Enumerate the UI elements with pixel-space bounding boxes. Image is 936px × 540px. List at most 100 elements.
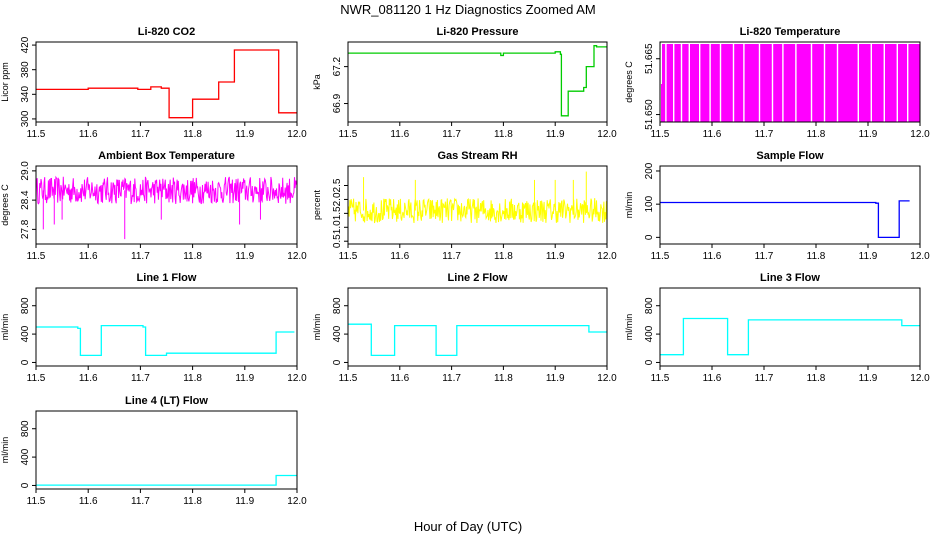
x-tick-label: 11.8 — [183, 251, 202, 262]
x-tick-label: 11.8 — [494, 129, 513, 140]
y-tick-label: 0 — [332, 359, 343, 365]
panel-6: Sample Flow ml/min 11.5 11.6 11.7 11.8 11.9 12.… — [624, 150, 930, 262]
series-gap — [758, 44, 761, 122]
x-tick-label: 11.5 — [339, 251, 358, 262]
y-axis-label: ml/min — [624, 192, 634, 219]
y-tick-label: 0 — [20, 359, 31, 365]
x-tick-label: 11.8 — [183, 496, 202, 507]
series-group — [660, 44, 920, 122]
x-tick-label: 11.5 — [27, 129, 46, 140]
x-tick-label: 12.0 — [910, 373, 930, 384]
plot-frame — [659, 165, 921, 245]
y-tick-label: 800 — [332, 297, 343, 314]
series-line — [660, 317, 920, 356]
panel-3: Li-820 Temperature degrees C 11.5 11.6 11.7 1… — [624, 26, 930, 140]
x-tick-label: 11.7 — [131, 251, 150, 262]
panel-5: Gas Stream RH percent 11.5 11.6 11.7 11.8 11.9… — [312, 150, 617, 262]
x-tick-label: 12.0 — [287, 129, 307, 140]
y-tick-label: 51.665 — [644, 43, 655, 74]
series-gap — [883, 44, 885, 122]
y-tick-label: 0 — [644, 359, 655, 365]
series-group — [348, 171, 607, 224]
x-tick-label: 11.6 — [390, 373, 409, 384]
series-line — [36, 175, 297, 205]
y-axis-label: percent — [312, 189, 322, 220]
y-axis-label: degrees C — [0, 184, 10, 226]
panel-grid: Li-820 CO2 Licor ppm 11.5 11.6 11.7 11.8 11.9 1… — [0, 26, 930, 507]
panel-title: Li-820 CO2 — [138, 26, 195, 38]
x-tick-label: 12.0 — [287, 251, 307, 262]
x-tick-label: 11.8 — [494, 251, 513, 262]
y-tick-label: 0 — [644, 234, 655, 240]
series-gap — [665, 44, 667, 122]
x-tick-label: 11.8 — [807, 129, 826, 140]
x-tick-label: 11.9 — [859, 373, 878, 384]
panel-8: Line 2 Flow ml/min 11.5 11.6 11.7 11.8 11.9 12.… — [312, 272, 617, 384]
series-gap — [836, 44, 839, 122]
y-tick-label: 51.650 — [644, 99, 655, 130]
series-gap — [660, 44, 662, 84]
figure-title: NWR_081120 1 Hz Diagnostics Zoomed AM — [340, 2, 596, 17]
x-tick-label: 11.7 — [131, 373, 150, 384]
x-tick-label: 11.7 — [755, 373, 774, 384]
x-tick-label: 11.8 — [807, 373, 826, 384]
plot-frame — [35, 410, 298, 490]
plot-frame — [35, 165, 298, 245]
panel-10: Line 4 (LT) Flow ml/min 11.5 11.6 11.7 11.8 11… — [0, 395, 307, 507]
series-gap — [680, 44, 683, 122]
x-tick-label: 11.8 — [183, 373, 202, 384]
x-tick-label: 11.5 — [27, 496, 46, 507]
panel-title: Sample Flow — [756, 150, 824, 162]
x-tick-label: 11.9 — [235, 251, 254, 262]
panel-9: Line 3 Flow ml/min 11.5 11.6 11.7 11.8 11.9 12.… — [624, 272, 930, 384]
plot-frame — [347, 41, 608, 123]
panel-7: Line 1 Flow ml/min 11.5 11.6 11.7 11.8 11.9 12.… — [0, 272, 307, 384]
panel-2: Li-820 Pressure kPa 11.5 11.6 11.7 11.8 11.9 12… — [312, 26, 617, 140]
x-tick-label: 11.7 — [131, 496, 150, 507]
series-gap — [823, 44, 826, 122]
plot-frame — [659, 287, 921, 367]
x-tick-label: 11.6 — [79, 251, 98, 262]
x-tick-label: 11.8 — [183, 129, 202, 140]
x-tick-label: 11.7 — [755, 251, 774, 262]
x-tick-label: 11.6 — [390, 129, 409, 140]
y-tick-label: 1.5 — [332, 206, 343, 220]
series-gap — [699, 44, 701, 122]
x-tick-label: 12.0 — [287, 373, 307, 384]
x-tick-label: 11.7 — [442, 251, 461, 262]
series-group — [660, 200, 910, 239]
series-line — [36, 49, 297, 119]
x-tick-label: 11.6 — [79, 496, 98, 507]
x-tick-label: 11.9 — [235, 496, 254, 507]
x-tick-label: 11.6 — [703, 373, 722, 384]
y-tick-label: 1.0 — [332, 220, 343, 234]
y-tick-label: 0 — [20, 482, 31, 488]
y-tick-label: 2.0 — [332, 192, 343, 206]
x-tick-label: 12.0 — [910, 129, 930, 140]
series-group — [36, 175, 297, 240]
x-tick-label: 11.9 — [235, 373, 254, 384]
x-tick-label: 11.9 — [859, 129, 878, 140]
x-tick-label: 11.9 — [859, 251, 878, 262]
x-tick-label: 12.0 — [597, 251, 617, 262]
x-tick-label: 11.5 — [339, 129, 358, 140]
y-axis-label: degrees C — [624, 61, 634, 103]
y-tick-label: 800 — [20, 297, 31, 314]
series-group — [36, 324, 295, 357]
series-gap — [743, 44, 745, 122]
series-group — [348, 323, 607, 357]
x-tick-label: 11.8 — [494, 373, 513, 384]
series-group — [36, 474, 297, 486]
series-gap — [907, 44, 909, 122]
x-tick-label: 12.0 — [597, 373, 617, 384]
x-tick-label: 11.5 — [651, 251, 670, 262]
x-tick-label: 11.7 — [442, 129, 461, 140]
series-gap — [782, 44, 784, 122]
x-tick-label: 11.6 — [703, 251, 722, 262]
series-line — [36, 324, 295, 357]
x-tick-label: 12.0 — [287, 496, 307, 507]
panel-title: Line 4 (LT) Flow — [125, 395, 208, 407]
figure-xlabel: Hour of Day (UTC) — [414, 519, 522, 534]
series-group — [348, 45, 607, 117]
